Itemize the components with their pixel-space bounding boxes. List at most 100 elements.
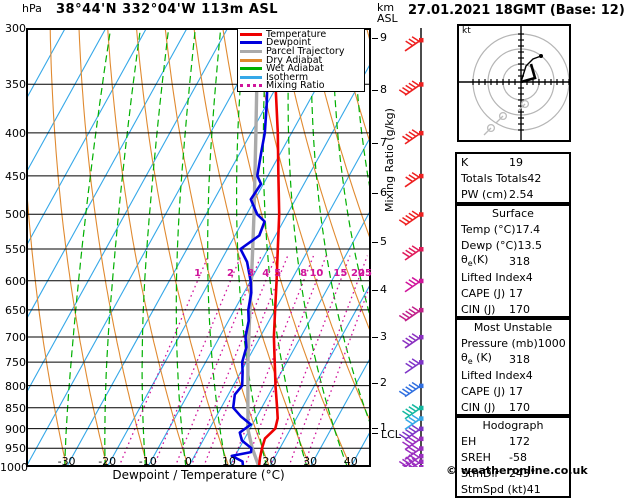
legend-label: Mixing Ratio [266,80,325,92]
temperature-tick-label: -30 [57,455,76,468]
table-row: CIN (J) 170 [457,301,569,317]
table-row-key: θe(K) [461,253,489,269]
table-row-key: Temp (°C) [461,222,516,236]
legend-swatch [240,84,262,88]
legend-swatch [240,75,262,79]
table-section-title: Hodograph [482,419,544,432]
legend-label: Dry Adiabat [266,54,323,66]
hodograph-panel: kt [457,24,571,142]
legend-item: Dry Adiabat [240,54,362,66]
temperature-tick-label: 0 [184,455,192,468]
chart-legend: Temperature Dewpoint Parcel Trajectory Dry … [237,28,365,92]
table-row-key: CAPE (J) [461,384,506,398]
height-unit-line2: ASL [377,12,398,25]
surface-indices-table: Surface Temp (°C) 17.4 Dewp (°C) 13.5 θe(K) 31… [455,204,571,318]
height-tick-mark [372,90,378,92]
table-row-key: θe (K) [461,351,492,367]
mixing-ratio-label: 3 [247,268,255,279]
table-row-value: 13.5 [517,238,542,252]
legend-item: Isotherm [240,73,362,82]
height-tick-label: 5 [380,235,387,249]
table-row: K 19 [457,154,569,170]
hodograph-unit-label: kt [462,26,471,36]
table-row-value: 2.54 [509,187,534,201]
table-row-value: 17.4 [515,222,541,236]
datetime-header: 27.01.2021 18GMT (Base: 12) [408,3,625,18]
legend-item: Temperature [240,30,362,39]
temperature-tick-label: 20 [262,455,277,468]
height-tick-mark [372,383,378,385]
pressure-tick-label: 350 [5,78,26,92]
height-tick-mark [372,337,378,339]
legend-label: Dewpoint [266,37,312,49]
height-tick-label: 6 [380,186,387,200]
mixing-ratio-label: 8 [300,268,308,279]
legend-swatch [240,41,262,45]
table-row-value: -58 [509,450,527,464]
table-row-key: CIN (J) [461,400,496,414]
table-row-key: Lifted Index [461,368,526,382]
table-row-value: 4 [525,270,533,284]
table-row-key: SREH [461,450,491,464]
table-row-key: StmDir [461,466,500,480]
table-row-value: 4 [525,368,533,382]
table-row-key: Totals Totals [461,171,528,185]
temperature-tick-label: 10 [221,455,236,468]
table-row-value: 318 [509,352,530,366]
pressure-tick-label: 500 [5,208,26,222]
pressure-tick-label: 800 [5,379,26,393]
table-row: Lifted Index 4 [457,367,569,383]
height-tick-mark [372,242,378,244]
legend-label: Temperature [266,28,327,40]
table-section-title: Most Unstable [473,321,553,334]
temperature-tick-label: 40 [343,455,358,468]
table-row: StmDir 243° [457,465,569,481]
mixing-ratio-label: 15 [333,268,348,279]
pressure-tick-label: 550 [5,243,26,256]
pressure-tick-label: 400 [5,126,26,140]
mixing-ratio-axis-label: Mixing Ratio (g/kg) [383,108,396,212]
height-tick-mark [372,290,378,292]
pressure-tick-label: 850 [5,401,26,415]
table-row-value: 42 [527,171,542,185]
hodograph-stats-table: Hodograph EH 172 SREH -58 StmDir 243° StmSpd (k… [455,416,571,498]
height-tick-mark [372,427,378,429]
footer-credit: © weatheronline.co.uk [446,464,588,477]
table-row: StmSpd (kt) 41 [457,481,569,497]
pressure-tick-label: 300 [5,22,26,35]
x-axis-title: Dewpoint / Temperature (°C) [112,468,285,482]
hodograph-plot [459,26,569,140]
pressure-tick-label: 650 [5,303,26,317]
table-row-value: 170 [509,400,530,414]
skewt-plot [26,28,371,467]
legend-swatch [240,32,262,36]
lcl-label: LCL [381,428,401,441]
table-row-value: 318 [509,254,530,268]
table-row-key: PW (cm) [461,187,508,201]
table-row: Pressure (mb) 1000 [457,335,569,351]
wind-barb-column [396,28,430,467]
pressure-tick-label: 600 [5,274,26,288]
table-row: θe(K) 318 [457,253,569,269]
mixing-ratio-label: 4 [262,268,270,279]
table-section-title: Surface [492,207,534,220]
table-row: Lifted Index 4 [457,269,569,285]
table-row-key: Dewp (°C) [461,238,518,252]
table-row-value: 19 [509,155,523,169]
table-row: Dewp (°C) 13.5 [457,237,569,253]
general-indices-table: K 19 Totals Totals 42 PW (cm) 2.54 [455,152,571,204]
legend-item: Parcel Trajectory [240,47,362,56]
station-title: 38°44'N 332°04'W 113m ASL [56,2,279,17]
pressure-unit-label: hPa [22,2,42,15]
pressure-tick-label: 700 [5,330,26,344]
table-row: EH 172 [457,433,569,449]
table-row: θe (K) 318 [457,351,569,367]
temperature-tick-label: -20 [98,455,117,468]
table-row-value: 170 [509,302,530,316]
mixing-ratio-label: 10 [309,268,324,279]
height-tick-label: 7 [380,135,387,149]
table-row-key: StmSpd (kt) [461,482,527,496]
table-row: Totals Totals 42 [457,170,569,186]
height-tick-label: 8 [380,83,387,97]
table-row-key: K [461,155,469,169]
